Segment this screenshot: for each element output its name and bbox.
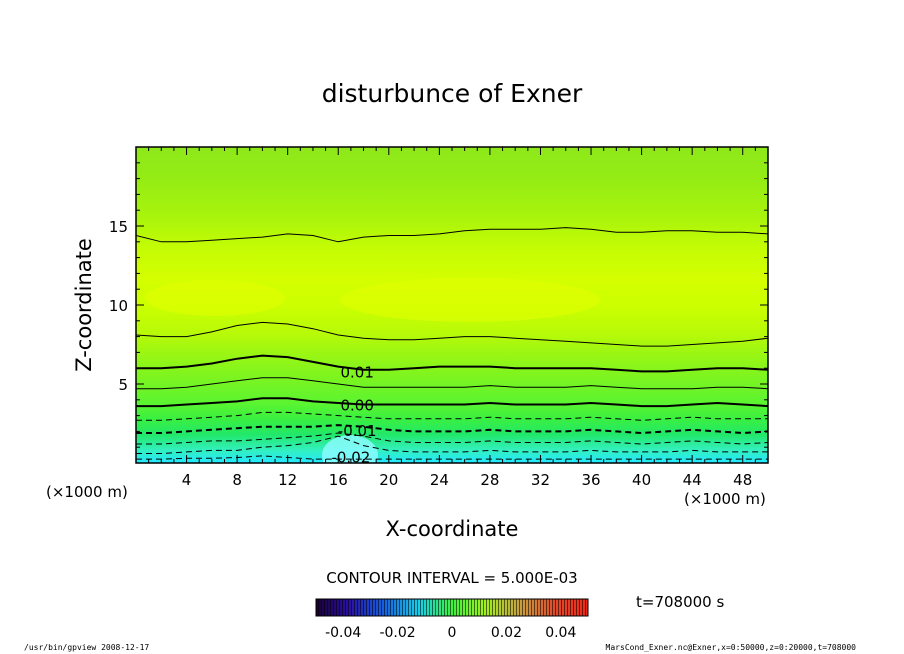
colorbar-tick-2: 0 [448, 625, 457, 641]
x-tick-label-36: 36 [581, 471, 600, 489]
contour-line-4 [136, 411, 768, 421]
contour-line-5 [136, 397, 768, 408]
contour-line-2 [136, 432, 768, 445]
colorbar-tick-3: 0.02 [491, 625, 522, 641]
x-tick-label-12: 12 [278, 471, 297, 489]
axis-ticks [136, 147, 768, 463]
x-unit-left: (×1000 m) [46, 483, 128, 501]
x-tick-labels: 4 8 12 16 20 24 28 32 36 40 44 48 [182, 471, 752, 489]
contour-line-1 [136, 435, 768, 454]
contour-label-0: 0.01 [340, 363, 373, 381]
x-tick-label-48: 48 [733, 471, 752, 489]
contour-lines [136, 227, 768, 460]
y-tick-labels: 5 10 15 [109, 218, 128, 394]
contour-label-3: -0.02 [331, 449, 370, 467]
x-axis-label: X-coordinate [386, 517, 519, 541]
y-axis-label: Z-coordinate [72, 238, 96, 372]
x-tick-label-32: 32 [531, 471, 550, 489]
x-tick-label-40: 40 [632, 471, 651, 489]
x-tick-label-4: 4 [182, 471, 192, 489]
colorbar-tick-labels: -0.04 -0.02 0 0.02 0.04 [325, 625, 576, 641]
contour-label-2: -0.01 [338, 422, 377, 440]
x-tick-label-44: 44 [683, 471, 702, 489]
colorbar-tick-0: -0.04 [325, 625, 361, 641]
x-tick-label-28: 28 [480, 471, 499, 489]
field-highlights [145, 278, 600, 463]
x-tick-label-20: 20 [379, 471, 398, 489]
x-unit-right: (×1000 m) [684, 490, 766, 508]
x-tick-label-24: 24 [430, 471, 449, 489]
colorbar-tick-4: 0.04 [545, 625, 576, 641]
contour-line-0 [136, 455, 768, 460]
y-tick-label-15: 15 [109, 218, 128, 236]
contour-interval-text: CONTOUR INTERVAL = 5.000E-03 [326, 569, 577, 587]
y-tick-label-5: 5 [118, 376, 128, 394]
colorbar [315, 598, 589, 617]
contour-labels: 0.01 0.00 -0.01 -0.02 [331, 363, 376, 466]
x-tick-label-8: 8 [232, 471, 242, 489]
contour-line-8 [136, 321, 768, 347]
time-text: t=708000 s [636, 593, 724, 611]
contour-line-7 [136, 354, 768, 373]
colorbar-tick-1: -0.02 [379, 625, 415, 641]
chart-title: disturbunce of Exner [322, 79, 583, 108]
x-tick-label-16: 16 [329, 471, 348, 489]
footer-left: /usr/bin/gpview 2008-12-17 [24, 643, 149, 652]
contour-line-3 [136, 424, 768, 435]
contour-label-1: 0.00 [340, 397, 373, 415]
contour-line-9 [136, 227, 768, 243]
y-tick-label-10: 10 [109, 297, 128, 315]
contour-line-6 [136, 377, 768, 390]
footer-right: MarsCond_Exner.nc@Exner,x=0:50000,z=0:20… [606, 643, 857, 652]
